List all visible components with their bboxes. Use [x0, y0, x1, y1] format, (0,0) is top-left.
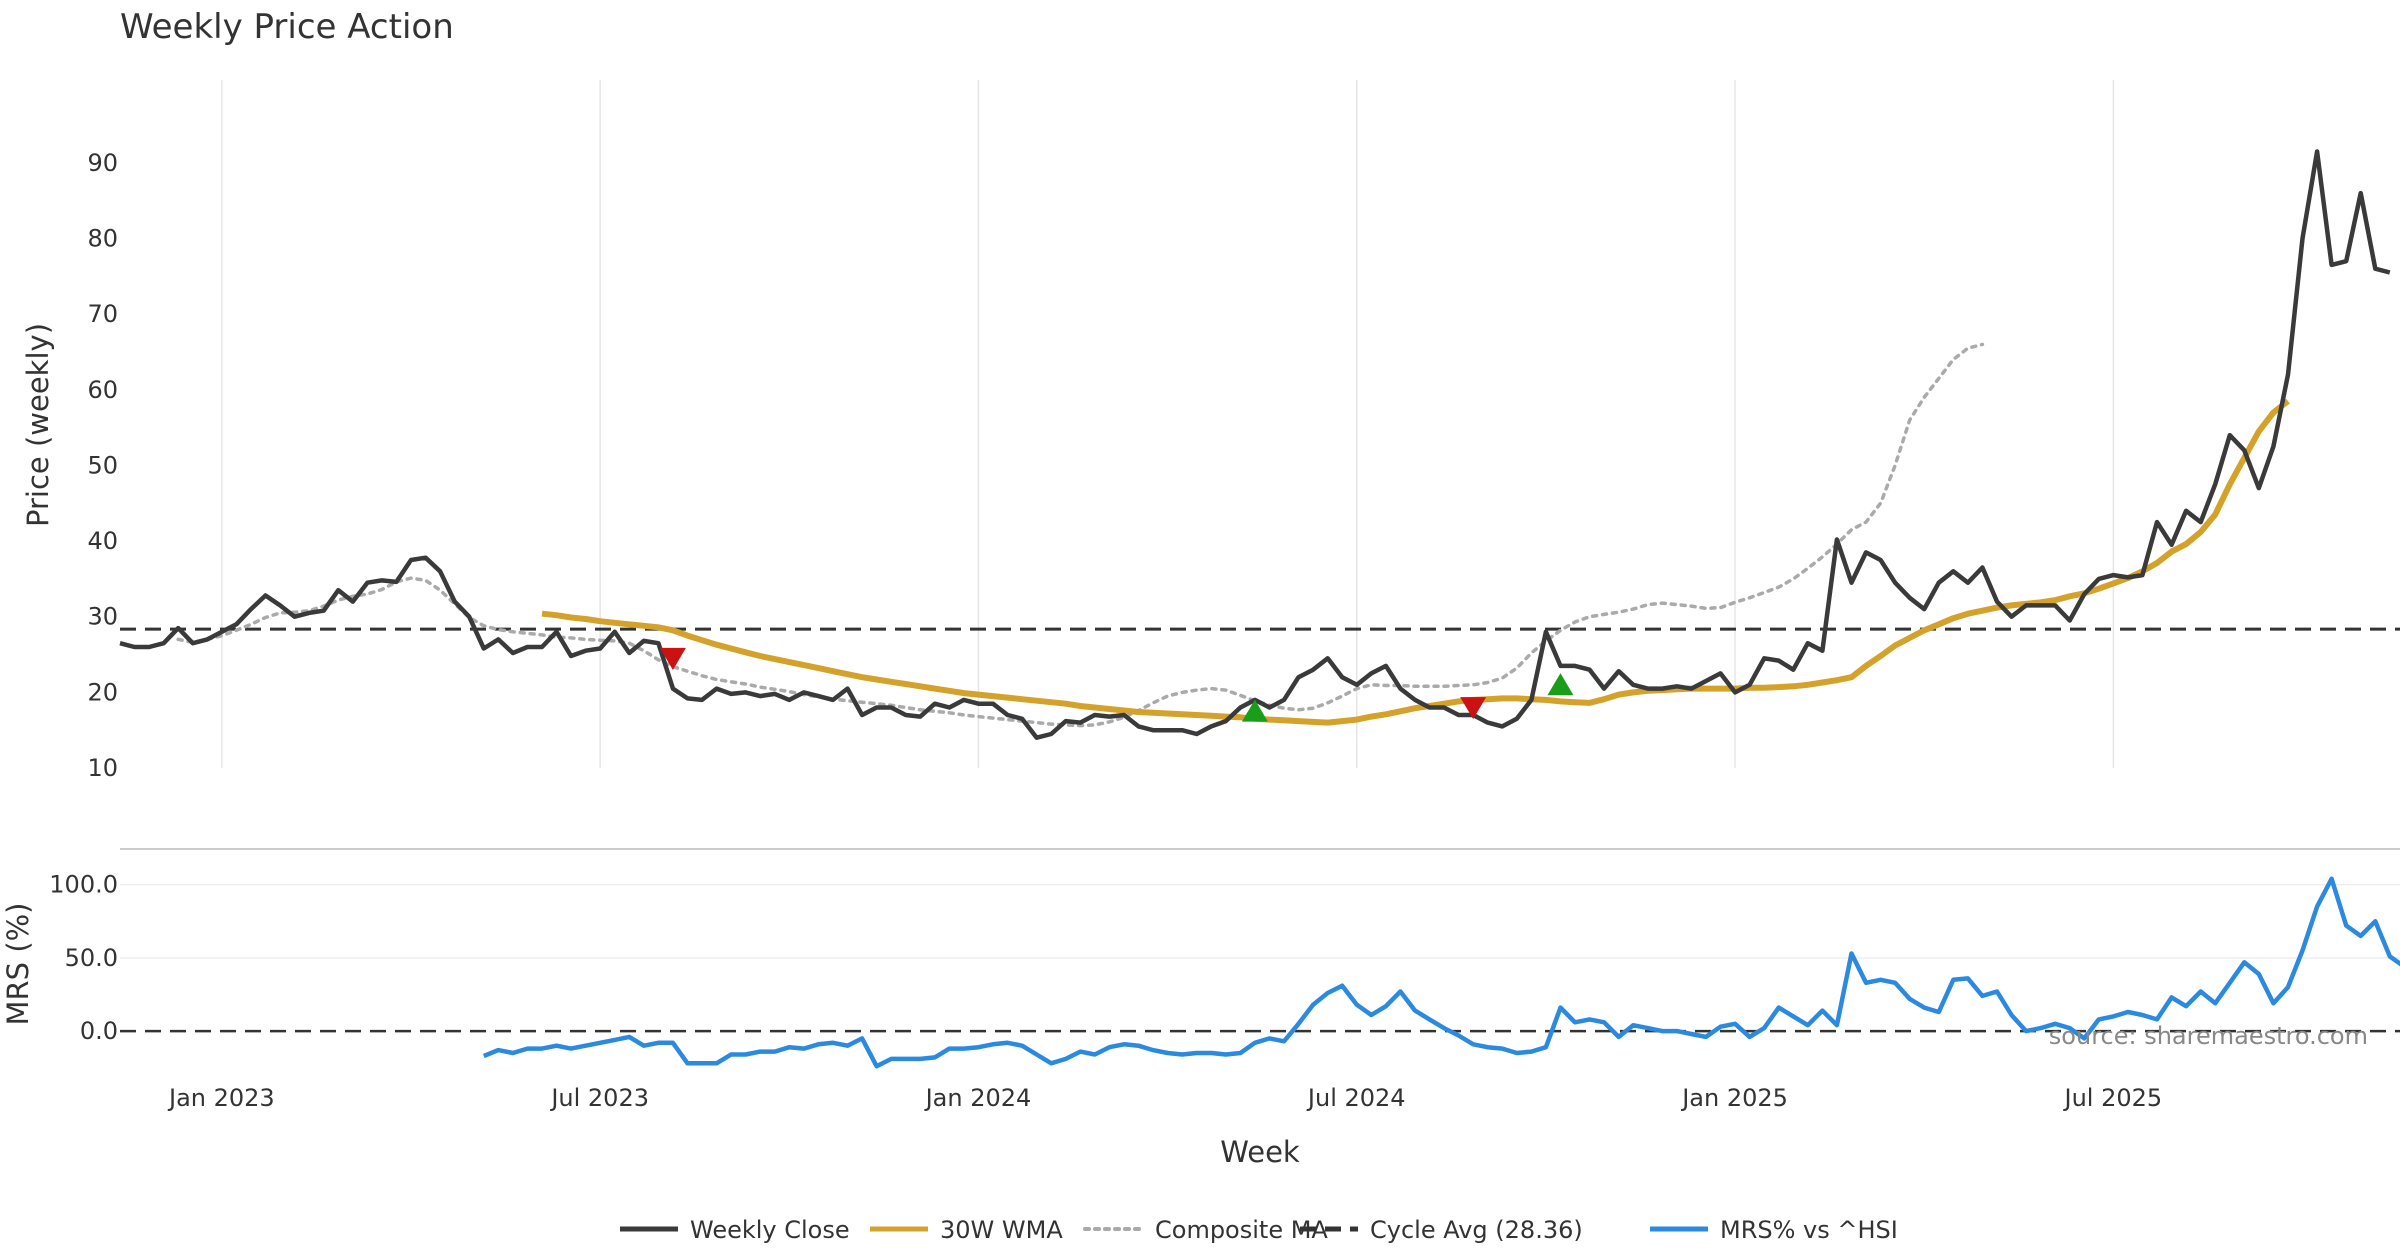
- mrs-y-tick-2: 100.0: [49, 871, 118, 899]
- mrs-y-axis-label: MRS (%): [1, 903, 35, 1026]
- buy-signal-marker-1: [1547, 673, 1574, 696]
- chart-title: Weekly Price Action: [120, 7, 454, 47]
- price-y-tick-8: 90: [87, 149, 118, 177]
- legend-label-0: Weekly Close: [690, 1216, 850, 1244]
- x-tick-4: Jan 2025: [1680, 1084, 1788, 1112]
- weekly-close-line: [119, 149, 2391, 740]
- mrs-gridlines: [120, 883, 2400, 959]
- x-tick-5: Jul 2025: [2063, 1084, 2163, 1112]
- price-y-tick-4: 50: [87, 451, 118, 479]
- price-gridlines: [221, 80, 2115, 768]
- x-tick-labels: Jan 2023 Jul 2023 Jan 2024 Jul 2024 Jan 2025…: [167, 1084, 2162, 1112]
- price-y-tick-6: 70: [87, 300, 118, 328]
- signal-markers: [659, 647, 1574, 722]
- price-y-tick-5: 60: [87, 376, 118, 404]
- x-tick-2: Jan 2024: [924, 1084, 1032, 1112]
- price-series: [119, 149, 2400, 740]
- legend-label-1: 30W WMA: [940, 1216, 1063, 1244]
- mrs-y-tick-labels: 0.0 50.0 100.0: [49, 871, 118, 1045]
- mrs-line: [482, 876, 2400, 1069]
- legend-label-3: Cycle Avg (28.36): [1370, 1216, 1583, 1244]
- price-y-tick-1: 20: [87, 678, 118, 706]
- mrs-y-tick-0: 0.0: [80, 1017, 118, 1045]
- legend: Weekly Close 30W WMA Composite MA Cycle Avg…: [620, 1216, 1898, 1244]
- composite-ma-line: [176, 342, 1985, 728]
- x-tick-1: Jul 2023: [549, 1084, 649, 1112]
- source-note: source: sharemaestro.com: [2049, 1022, 2368, 1050]
- x-axis-label: Week: [1220, 1135, 1300, 1169]
- buy-signal-marker-0: [1241, 699, 1268, 722]
- legend-label-4: MRS% vs ^HSI: [1720, 1216, 1898, 1244]
- sell-signal-marker-0: [659, 647, 686, 671]
- price-panel: 10 20 30 40 50 60 70 80 90 Price (weekly): [21, 80, 2400, 782]
- price-y-axis-label: Price (weekly): [21, 323, 55, 527]
- mrs-panel: 0.0 50.0 100.0 MRS (%) source: sharemaestr…: [1, 871, 2400, 1069]
- price-y-tick-3: 40: [87, 527, 118, 555]
- legend-label-2: Composite MA: [1155, 1216, 1328, 1244]
- price-y-tick-2: 30: [87, 603, 118, 631]
- price-y-tick-labels: 10 20 30 40 50 60 70 80 90: [87, 149, 118, 782]
- price-y-tick-0: 10: [87, 754, 118, 782]
- mrs-series: [120, 876, 2400, 1069]
- x-tick-3: Jul 2024: [1306, 1084, 1406, 1112]
- price-y-tick-7: 80: [87, 224, 118, 252]
- x-tick-0: Jan 2023: [167, 1084, 275, 1112]
- mrs-y-tick-1: 50.0: [65, 944, 118, 972]
- wma-30w-line: [541, 398, 2290, 726]
- sell-signal-marker-1: [1460, 697, 1487, 720]
